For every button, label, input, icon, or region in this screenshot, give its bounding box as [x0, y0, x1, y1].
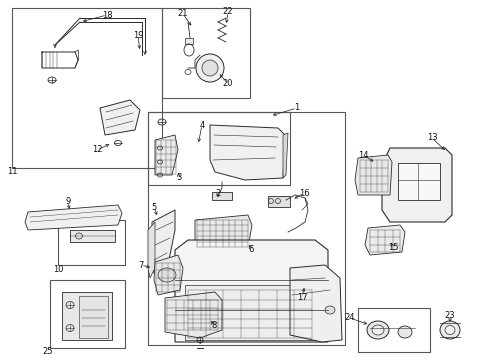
Text: 5: 5 [151, 202, 156, 211]
Ellipse shape [325, 306, 334, 314]
Bar [184, 285, 314, 340]
Polygon shape [175, 240, 327, 342]
Ellipse shape [366, 321, 388, 339]
Polygon shape [152, 210, 175, 275]
Polygon shape [364, 225, 404, 255]
Ellipse shape [158, 268, 176, 282]
Text: 12: 12 [92, 145, 102, 154]
Text: 8: 8 [211, 321, 216, 330]
Text: 25: 25 [42, 347, 53, 356]
Bar [212, 192, 231, 200]
Polygon shape [155, 135, 178, 175]
Text: 14: 14 [357, 150, 367, 159]
Ellipse shape [397, 326, 411, 338]
Ellipse shape [202, 60, 218, 76]
Bar [12, 8, 162, 168]
Bar [50, 280, 125, 348]
Text: 4: 4 [199, 121, 204, 130]
Ellipse shape [439, 321, 459, 339]
Text: 15: 15 [387, 243, 397, 252]
Text: 13: 13 [426, 134, 436, 143]
Text: 21: 21 [177, 9, 188, 18]
Text: 17: 17 [296, 292, 306, 302]
Text: 19: 19 [132, 31, 143, 40]
Polygon shape [283, 133, 287, 178]
Polygon shape [148, 222, 155, 278]
Bar [58, 220, 125, 265]
Text: 16: 16 [298, 189, 309, 198]
Polygon shape [100, 100, 140, 135]
Text: 10: 10 [53, 266, 63, 274]
Text: 23: 23 [444, 310, 454, 320]
Polygon shape [289, 265, 341, 342]
Bar [397, 163, 439, 200]
Polygon shape [209, 125, 285, 180]
Bar [148, 112, 289, 185]
Bar [357, 308, 429, 352]
Polygon shape [381, 148, 451, 222]
Polygon shape [195, 215, 251, 248]
Bar [79, 296, 108, 338]
Polygon shape [164, 292, 222, 338]
Ellipse shape [196, 54, 224, 82]
Bar [70, 230, 115, 242]
Polygon shape [354, 155, 391, 195]
Text: 20: 20 [223, 80, 233, 89]
Text: 11: 11 [7, 167, 17, 176]
Ellipse shape [371, 325, 383, 335]
Text: 1: 1 [294, 104, 299, 112]
Ellipse shape [444, 325, 454, 334]
Text: 9: 9 [65, 198, 70, 207]
Bar [148, 112, 345, 345]
Text: 22: 22 [223, 8, 233, 17]
Bar [162, 8, 249, 98]
Bar [184, 38, 193, 44]
Bar [62, 292, 112, 340]
Text: 2: 2 [215, 189, 220, 198]
Text: 6: 6 [248, 244, 253, 253]
Bar [267, 196, 289, 207]
Polygon shape [25, 205, 122, 230]
Text: 7: 7 [138, 261, 143, 270]
Polygon shape [154, 255, 183, 295]
Text: 24: 24 [344, 314, 354, 323]
Text: 3: 3 [176, 174, 182, 183]
Text: 18: 18 [102, 10, 112, 19]
